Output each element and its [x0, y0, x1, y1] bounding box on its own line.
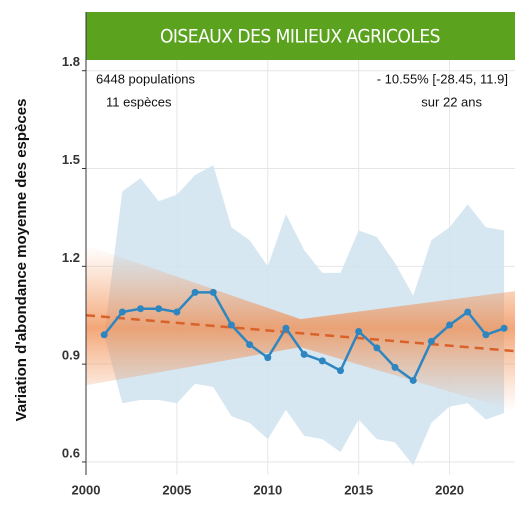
y-tick-label: 0.6 [62, 445, 80, 460]
data-point [318, 357, 326, 365]
y-axis-label: Variation d'abondance moyenne des espèce… [13, 99, 30, 422]
data-point [137, 305, 145, 313]
data-point [373, 344, 381, 352]
y-tick-label: 1.8 [62, 54, 80, 69]
trend-line [85, 313, 515, 353]
data-point [300, 350, 308, 358]
chart-title: OISEAUX DES MILIEUX AGRICOLES [160, 26, 440, 48]
data-point [282, 324, 290, 332]
data-point [464, 308, 472, 316]
data-point [336, 367, 344, 375]
annotation: sur 22 ans [421, 94, 482, 109]
data-point [427, 337, 435, 345]
data-point [155, 305, 163, 313]
data-point [446, 321, 454, 329]
trend-fan [86, 245, 515, 412]
x-tick-label: 2005 [162, 482, 191, 497]
x-tick-label: 2010 [253, 482, 282, 497]
data-point [209, 288, 217, 296]
data-point [391, 363, 399, 371]
data-point [100, 331, 108, 339]
title-box [86, 12, 515, 60]
data-point [409, 376, 417, 384]
data-point [173, 308, 181, 316]
y-tick-label: 0.9 [62, 348, 80, 363]
annotation: - 10.55% [-28.45, 11.9] [377, 71, 508, 86]
data-point [118, 308, 126, 316]
data-point [227, 321, 235, 329]
x-tick-label: 2000 [72, 482, 101, 497]
data-point [264, 354, 272, 362]
data-point [500, 324, 508, 332]
data-point [246, 341, 254, 349]
y-tick-label: 1.5 [62, 152, 80, 167]
data-point [355, 328, 363, 336]
x-tick-label: 2020 [435, 482, 464, 497]
data-point [191, 288, 199, 296]
y-tick-label: 1.2 [62, 250, 80, 265]
confidence-band [104, 165, 505, 466]
annotation: 11 espèces [106, 94, 172, 109]
x-tick-label: 2015 [344, 482, 373, 497]
annotation: 6448 populations [96, 71, 196, 86]
data-point [482, 331, 490, 339]
